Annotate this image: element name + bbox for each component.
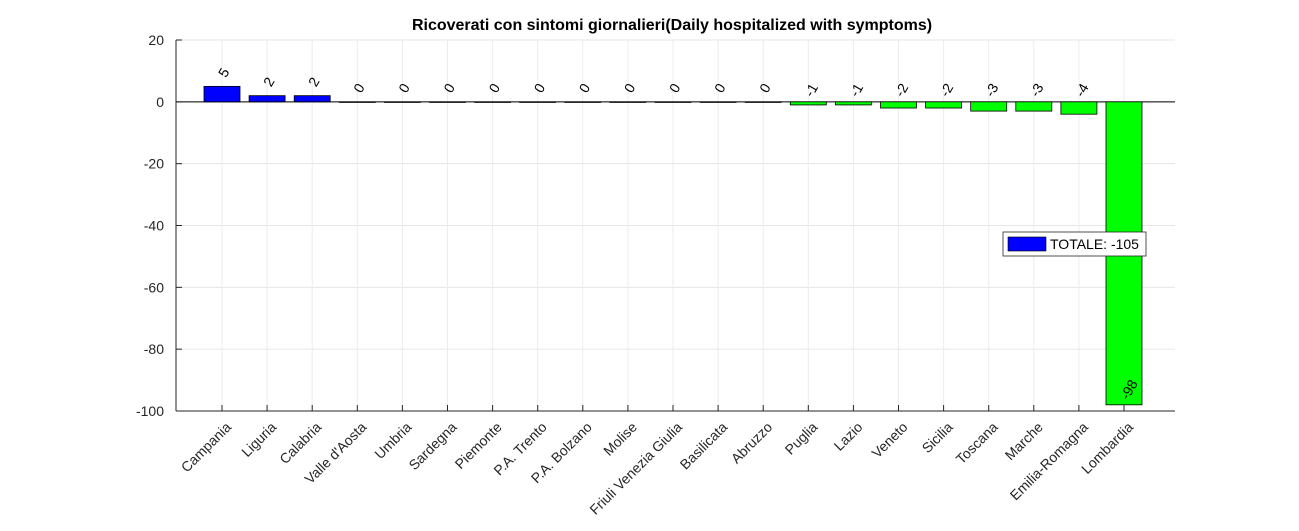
bar	[835, 101, 872, 106]
x-tick-label: Lazio	[831, 419, 866, 454]
y-tick-label: -20	[144, 156, 164, 172]
data-label: 0	[485, 80, 503, 95]
x-tick-label: Abruzzo	[728, 419, 776, 467]
y-tick-label: -100	[136, 403, 164, 419]
bar	[293, 95, 331, 103]
bar	[970, 101, 1008, 112]
y-tick-label: 0	[156, 94, 164, 110]
data-labels: 52 2 0 0 0 0 0 0 0 0 0 0 -1 -1 -2 -2 -3 -3 -4-98	[215, 65, 1141, 402]
bar	[338, 101, 376, 103]
bar	[789, 101, 827, 106]
data-label: 2	[305, 74, 323, 89]
x-tick-label: Molise	[600, 419, 640, 459]
bar	[699, 101, 737, 103]
x-tick-label: Emilia-Romagna	[1007, 419, 1092, 504]
x-tick-label: Veneto	[868, 419, 910, 461]
data-label: 0	[621, 80, 639, 95]
bar	[429, 101, 466, 103]
bar	[474, 101, 512, 103]
bar	[654, 101, 692, 103]
data-label: 0	[576, 80, 594, 95]
bar	[880, 101, 917, 109]
x-tick-label: Toscana	[953, 419, 1001, 467]
bar	[609, 101, 647, 103]
data-label: 0	[711, 80, 729, 95]
x-tick-label: Sicilia	[919, 419, 956, 456]
data-label: -3	[1027, 80, 1047, 99]
bar	[1060, 101, 1098, 115]
data-label: -3	[981, 80, 1001, 99]
legend-label: TOTALE: -105	[1050, 236, 1139, 252]
legend: TOTALE: -105	[1002, 231, 1147, 257]
y-tick-label: -80	[144, 341, 164, 357]
data-label: -4	[1072, 80, 1092, 99]
chart-title: Ricoverati con sintomi giornalieri(Daily…	[412, 17, 932, 34]
bar	[925, 101, 962, 109]
bar	[248, 95, 286, 103]
y-tick-label: -40	[144, 218, 164, 234]
x-tick-label: Marche	[1002, 419, 1046, 463]
legend-swatch	[1007, 236, 1047, 252]
x-tick-label: Umbria	[371, 419, 414, 462]
bar	[519, 101, 557, 103]
data-label: 0	[440, 80, 458, 95]
data-label: 5	[215, 65, 233, 80]
data-label: -2	[891, 80, 911, 99]
bar	[564, 101, 602, 103]
x-tick-label: Sardegna	[405, 419, 459, 473]
y-tick-label: 20	[148, 32, 164, 48]
data-label: 0	[350, 80, 368, 95]
y-axis-ticks: 20 0 -20 -40 -60 -80 -100	[136, 32, 182, 419]
bar	[744, 101, 782, 103]
y-tick-label: -60	[144, 279, 164, 295]
x-tick-label: Liguria	[238, 419, 279, 460]
x-tick-label: Puglia	[782, 419, 821, 458]
x-tick-label: Basilicata	[677, 419, 731, 473]
data-label: 0	[666, 80, 684, 95]
data-label: 0	[530, 80, 548, 95]
bar	[1015, 101, 1053, 112]
data-label: -1	[801, 80, 821, 99]
data-label: 0	[756, 80, 774, 95]
data-label: 2	[260, 74, 278, 89]
data-label: -2	[936, 80, 956, 99]
data-label: 0	[395, 80, 413, 95]
data-label: -1	[846, 80, 866, 99]
bar	[203, 85, 241, 103]
x-tick-label: Campania	[178, 419, 235, 476]
bar	[383, 101, 421, 103]
